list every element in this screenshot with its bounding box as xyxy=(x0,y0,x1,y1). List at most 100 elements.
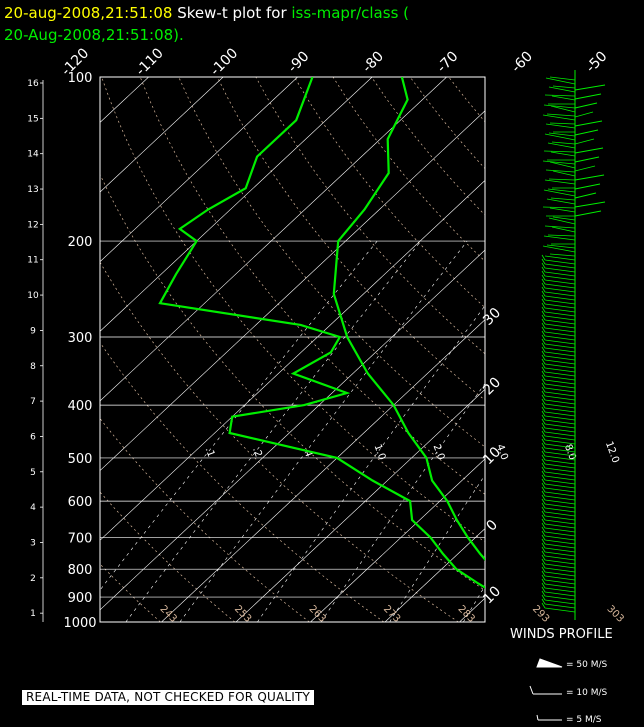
temperature-tick-label: -100 xyxy=(207,45,241,79)
wind-barb xyxy=(544,579,576,585)
wind-barb xyxy=(544,387,576,393)
wind-barb xyxy=(544,463,576,469)
isotherm xyxy=(459,597,485,622)
height-tick-label: 6 xyxy=(30,432,36,442)
wind-barb-feather xyxy=(541,570,546,577)
wind-barb xyxy=(544,179,576,185)
chart-title: 20-aug-2008,21:51:08 Skew-t plot for iss… xyxy=(4,2,409,46)
wind-barb xyxy=(544,383,576,389)
wind-barb xyxy=(544,583,576,589)
wind-barb-feather xyxy=(541,370,546,377)
wind-barb xyxy=(550,105,576,113)
wind-barb xyxy=(549,161,576,169)
wind-barb xyxy=(544,311,576,317)
winds-profile-title: WINDS PROFILE xyxy=(510,627,613,642)
isotherm xyxy=(100,249,485,611)
wind-barb-feather xyxy=(541,270,546,277)
wind-barb xyxy=(544,331,576,337)
wind-barb xyxy=(542,114,576,121)
wind-barb xyxy=(544,559,576,565)
wind-barb-feather xyxy=(541,458,546,465)
wind-barb-feather xyxy=(541,582,546,589)
isotherm xyxy=(100,77,298,263)
mixing-ratio-label: 1.0 xyxy=(372,443,388,462)
wind-barb xyxy=(544,539,576,545)
wind-barb xyxy=(544,495,576,501)
title-prefix: Skew-t plot for xyxy=(177,4,287,22)
wind-barb xyxy=(544,511,576,517)
wind-barb-feather xyxy=(541,598,546,605)
wind-barb xyxy=(544,447,576,453)
wind-barb xyxy=(544,287,576,293)
wind-legend-50: = 50 M/S xyxy=(566,660,608,670)
wind-barb-feather xyxy=(541,430,546,437)
wind-barb-feather xyxy=(541,418,546,425)
wind-barb xyxy=(548,217,576,225)
wind-barb xyxy=(544,94,576,97)
wind-legend-5-symbol xyxy=(536,714,562,721)
pressure-tick-label: 1000 xyxy=(63,616,96,631)
wind-barb-feather xyxy=(541,354,546,361)
temperature-tick-label: 0 xyxy=(483,517,501,535)
wind-barb xyxy=(542,160,576,165)
wind-barb xyxy=(544,391,576,397)
mixing-ratio-line xyxy=(100,240,378,591)
wind-barb-feather xyxy=(541,334,546,341)
wind-barb xyxy=(552,170,576,177)
wind-barb-feather xyxy=(541,486,546,493)
temperature-tick-label: -70 xyxy=(434,48,461,75)
wind-barb-feather xyxy=(541,402,546,409)
wind-barb xyxy=(544,271,576,277)
dry-adiabat xyxy=(603,77,644,622)
wind-barb xyxy=(544,407,576,413)
mixing-ratio-line xyxy=(257,305,485,622)
wind-barb-feather xyxy=(541,410,546,417)
wind-barb xyxy=(544,479,576,485)
mixing-ratio-line xyxy=(125,240,422,622)
isotherm xyxy=(100,77,373,332)
wind-barb xyxy=(550,197,576,201)
wind-barb-feather xyxy=(541,294,546,301)
wind-barb xyxy=(543,235,576,241)
wind-barb xyxy=(544,323,576,329)
wind-barb xyxy=(544,423,576,429)
dry-adiabat xyxy=(101,77,485,543)
wind-barb xyxy=(552,85,576,89)
wind-barb xyxy=(544,395,576,401)
wind-barb xyxy=(543,189,576,197)
temperature-tick-label: -80 xyxy=(360,48,387,75)
wind-barb xyxy=(546,244,576,249)
wind-barb-feather xyxy=(541,590,546,597)
dry-adiabats xyxy=(100,77,644,622)
wind-barb xyxy=(542,245,576,253)
isobars xyxy=(99,76,486,623)
mixing-ratio-line xyxy=(610,241,644,622)
dry-adiabat-label: 293 xyxy=(530,604,551,625)
wind-barb xyxy=(544,307,576,313)
wind-barb xyxy=(547,188,576,193)
height-tick-label: 13 xyxy=(27,185,38,195)
wind-barb-feather xyxy=(541,526,546,533)
wind-barb xyxy=(544,555,576,561)
wind-barb xyxy=(548,132,576,137)
height-tick-label: 5 xyxy=(30,468,36,478)
isotherm xyxy=(100,77,224,193)
mixing-ratio-line xyxy=(543,241,644,622)
isotherms xyxy=(100,77,485,622)
wind-barb xyxy=(544,571,576,577)
temperature-tick-label: -110 xyxy=(133,45,167,79)
wind-barb-feather xyxy=(541,330,546,337)
wind-barb-feather xyxy=(541,510,546,517)
wind-barb xyxy=(544,371,576,377)
wind-barb xyxy=(574,147,604,154)
wind-barb xyxy=(547,234,576,237)
wind-barb xyxy=(544,467,576,473)
wind-legend-50-symbol xyxy=(536,658,563,668)
temperature-tick-label: -90 xyxy=(285,48,312,75)
wind-barb xyxy=(544,379,576,385)
wind-barb-feather xyxy=(541,366,546,373)
wind-barb-feather xyxy=(541,442,546,449)
title-date: 20-aug-2008,21:51:08 xyxy=(4,4,173,22)
height-tick-label: 2 xyxy=(30,574,36,584)
wind-barb xyxy=(550,151,576,157)
